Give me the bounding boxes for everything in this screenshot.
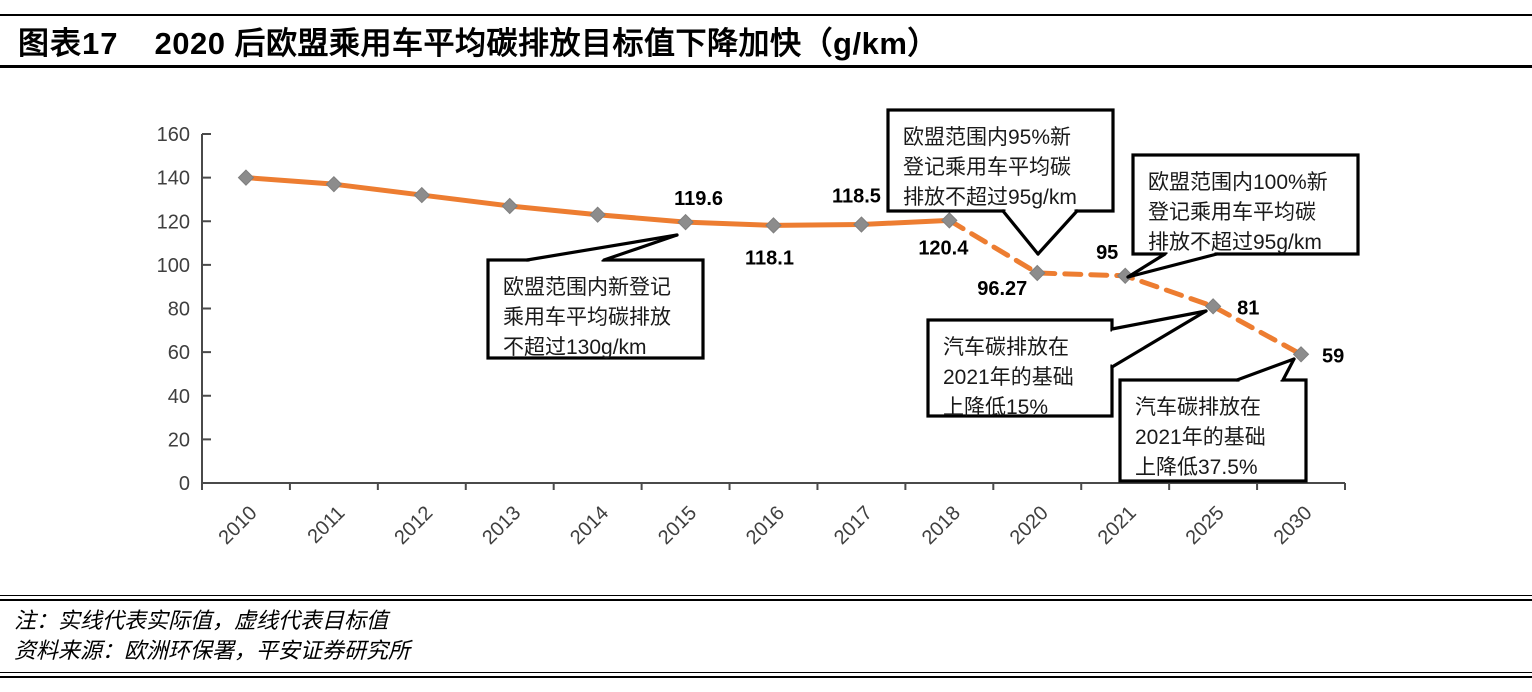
y-tick-label: 100 <box>157 255 190 277</box>
callout-pointer-edge <box>1036 209 1079 256</box>
y-tick-label: 0 <box>179 473 190 495</box>
callout-box <box>886 108 1115 213</box>
callout-pointer-edge <box>1126 252 1167 279</box>
x-tick-label: 2014 <box>566 502 613 549</box>
data-point-marker <box>413 186 431 204</box>
callout-box <box>486 258 705 360</box>
x-tick-label: 2013 <box>478 502 525 549</box>
y-tick-label: 160 <box>157 124 190 146</box>
x-tick-label: 2015 <box>654 502 701 549</box>
callout-text-line: 汽车碳排放在 <box>1135 396 1261 419</box>
callout-text-line: 汽车碳排放在 <box>943 336 1069 359</box>
callout-pointer-edge <box>1110 309 1208 331</box>
chart-footer: 注：实线代表实际值，虚线代表目标值 资料来源：欧洲环保署，平安证券研究所 <box>0 595 1532 678</box>
y-tick-label: 60 <box>168 342 190 364</box>
callout-text-line: 乘用车平均碳排放 <box>503 306 671 329</box>
data-point-marker <box>765 217 782 234</box>
footer-notes: 注：实线代表实际值，虚线代表目标值 资料来源：欧洲环保署，平安证券研究所 <box>0 601 1532 672</box>
callout-pointer-edge <box>525 233 679 262</box>
x-tick-label: 2011 <box>303 502 349 548</box>
callout-text-line: 欧盟范围内新登记 <box>503 276 671 299</box>
callout-text-line: 欧盟范围内95%新 <box>903 126 1071 149</box>
chart-number-label: 图表17 <box>18 26 119 61</box>
data-point-marker <box>1116 267 1134 284</box>
data-point-marker <box>325 175 343 193</box>
data-point-label: 120.4 <box>918 237 969 259</box>
callout-text-line: 登记乘用车平均碳 <box>1148 201 1316 224</box>
x-tick-label: 2020 <box>1006 502 1053 549</box>
x-tick-label: 2016 <box>742 502 789 549</box>
page-title: 2020 后欧盟乘用车平均碳排放目标值下降加快（g/km） <box>154 26 939 61</box>
data-point-marker <box>853 216 870 233</box>
data-point-marker <box>589 206 606 223</box>
data-point-marker <box>1204 298 1222 315</box>
data-point-marker <box>1292 346 1310 363</box>
callout-text-line: 上降低37.5% <box>1135 456 1258 479</box>
callout-pointer-edge <box>1126 252 1219 279</box>
callout-text-line: 欧盟范围内100%新 <box>1148 171 1328 194</box>
callout-pointer-edge <box>602 233 679 262</box>
callout-text-line: 排放不超过95g/km <box>1148 231 1322 254</box>
x-tick-label: 2021 <box>1094 502 1141 549</box>
data-point-marker <box>501 197 518 215</box>
callout-pointer-fill <box>1003 211 1077 254</box>
data-point-label: 119.6 <box>674 188 723 210</box>
data-point-label: 59 <box>1322 345 1344 367</box>
y-tick-label: 140 <box>157 168 190 190</box>
data-point-label: 81 <box>1237 297 1259 319</box>
callout-text-line: 不超过130g/km <box>503 336 647 359</box>
callout-pointer-edge <box>1235 357 1296 382</box>
footer-bottom-rule <box>0 672 1532 678</box>
y-tick-label: 120 <box>157 211 190 233</box>
footer-top-rule <box>0 595 1532 601</box>
data-point-marker <box>677 213 694 231</box>
x-tick-label: 2030 <box>1270 502 1317 549</box>
callout-text-line: 2021年的基础 <box>943 366 1074 389</box>
callout-pointer-edge <box>1001 209 1040 256</box>
data-point-label: 96.27 <box>977 278 1027 300</box>
data-point-label: 118.5 <box>832 186 881 208</box>
callout-text-line: 2021年的基础 <box>1135 426 1266 449</box>
x-tick-label: 2017 <box>830 502 877 549</box>
callout-box <box>1118 378 1308 483</box>
data-point-label: 95 <box>1096 242 1118 264</box>
data-point-marker <box>941 212 958 229</box>
callout-text-line: 上降低15% <box>943 396 1048 419</box>
callout-text-line: 登记乘用车平均碳 <box>903 156 1071 179</box>
y-tick-label: 40 <box>168 386 190 408</box>
x-tick-label: 2018 <box>918 502 965 549</box>
chart-header: 图表17 2020 后欧盟乘用车平均碳排放目标值下降加快（g/km） <box>0 14 1532 68</box>
data-point-marker <box>1029 264 1046 282</box>
y-tick-label: 80 <box>168 299 190 321</box>
chart-note: 注：实线代表实际值，虚线代表目标值 <box>14 608 389 633</box>
x-tick-label: 2025 <box>1182 502 1229 549</box>
callout-box <box>1131 153 1360 256</box>
callout-pointer-edge <box>1110 309 1208 369</box>
data-point-marker <box>237 169 255 186</box>
callout-text-line: 排放不超过95g/km <box>903 186 1077 209</box>
chart-source: 资料来源：欧洲环保署，平安证券研究所 <box>14 638 411 663</box>
x-tick-label: 2010 <box>214 502 261 549</box>
callout-pointer-edge <box>1281 357 1296 382</box>
y-tick-label: 20 <box>168 429 190 451</box>
x-tick-label: 2012 <box>390 502 437 549</box>
data-point-label: 118.1 <box>745 247 794 269</box>
